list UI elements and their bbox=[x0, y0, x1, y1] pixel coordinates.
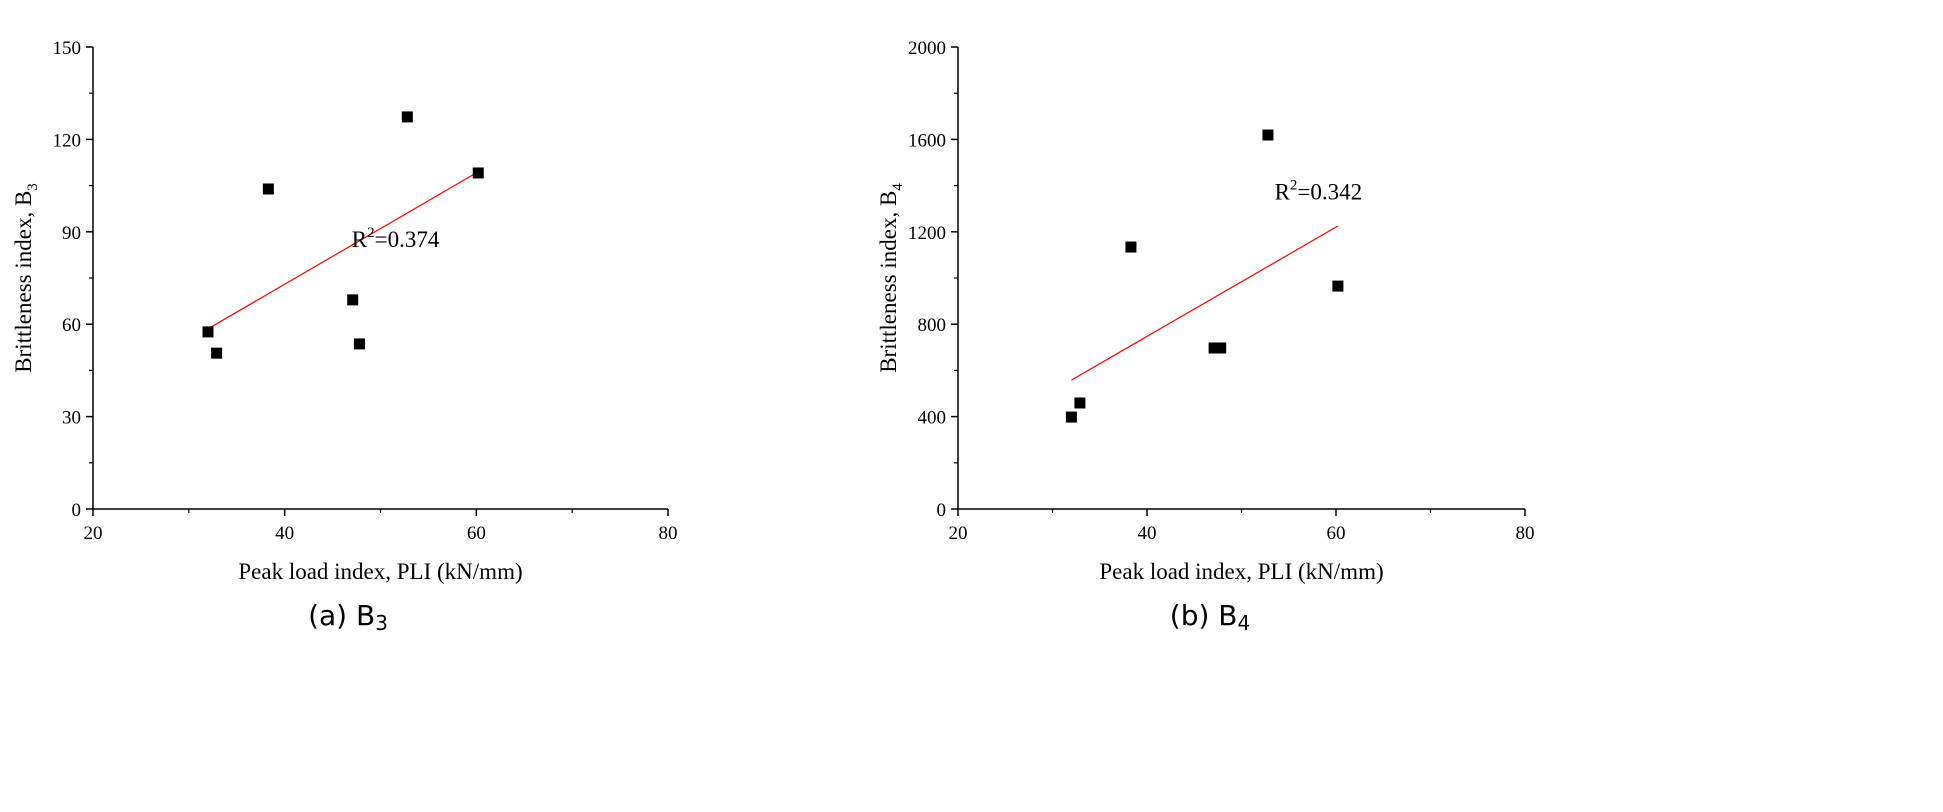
subfigure-caption: (b) B4 bbox=[1170, 599, 1250, 635]
caption-text: (a) B bbox=[308, 599, 375, 632]
data-point bbox=[401, 111, 413, 123]
data-point bbox=[1074, 397, 1086, 409]
x-tick-label: 80 bbox=[1516, 523, 1535, 544]
r-squared-value: =0.342 bbox=[1297, 179, 1362, 204]
x-tick-label: 20 bbox=[949, 523, 968, 544]
x-axis-label: Peak load index, PLI (kN/mm) bbox=[238, 559, 522, 584]
y-tick-label: 90 bbox=[62, 223, 81, 244]
data-point bbox=[1262, 129, 1274, 141]
data-point bbox=[1215, 342, 1227, 354]
data-point bbox=[353, 338, 365, 350]
y-tick-label: 400 bbox=[918, 408, 947, 429]
r-squared-annotation: R2=0.374 bbox=[352, 225, 440, 252]
y-tick-label: 30 bbox=[62, 408, 81, 429]
x-tick-label: 60 bbox=[1327, 523, 1346, 544]
fit-line bbox=[1071, 225, 1339, 381]
y-axis-label-subscript: 3 bbox=[25, 183, 41, 191]
x-tick-label: 40 bbox=[275, 523, 294, 544]
x-axis-label: Peak load index, PLI (kN/mm) bbox=[1099, 559, 1383, 584]
data-point bbox=[1125, 241, 1137, 253]
r-squared-annotation: R2=0.342 bbox=[1275, 177, 1363, 204]
fit-line bbox=[207, 171, 479, 330]
data-point bbox=[211, 347, 223, 359]
data-point bbox=[472, 167, 484, 179]
caption-subscript: 3 bbox=[375, 611, 388, 635]
data-point bbox=[202, 326, 214, 338]
y-tick-label: 800 bbox=[918, 315, 947, 336]
chart-a: 20 40 60 80 0 30 60 90 120 150 Peak load index, PL… bbox=[11, 38, 678, 635]
x-tick-label: 40 bbox=[1138, 523, 1157, 544]
y-axis-label-subscript: 4 bbox=[890, 183, 906, 191]
y-tick-label: 60 bbox=[62, 315, 81, 336]
y-tick-label: 1200 bbox=[908, 223, 946, 244]
x-tick-label: 80 bbox=[659, 523, 678, 544]
caption-text: (b) B bbox=[1170, 599, 1238, 632]
y-tick-label: 1600 bbox=[908, 130, 946, 151]
y-tick-label: 0 bbox=[937, 500, 947, 521]
r-squared-sup: 2 bbox=[1290, 177, 1298, 193]
y-tick-label: 2000 bbox=[908, 38, 946, 59]
x-tick-label: 60 bbox=[467, 523, 486, 544]
caption-subscript: 4 bbox=[1238, 611, 1251, 635]
data-point bbox=[262, 183, 274, 195]
y-tick-label: 0 bbox=[72, 500, 82, 521]
data-point bbox=[347, 294, 359, 306]
y-tick-label: 120 bbox=[53, 130, 82, 151]
y-axis-label: Brittleness index, B3 bbox=[11, 183, 41, 373]
data-point bbox=[1332, 280, 1344, 292]
r-squared-prefix: R bbox=[1275, 179, 1291, 204]
data-point bbox=[1065, 411, 1077, 423]
y-tick-label: 150 bbox=[53, 38, 82, 59]
r-squared-prefix: R bbox=[352, 227, 368, 252]
data-point bbox=[1208, 342, 1220, 354]
r-squared-value: =0.374 bbox=[375, 227, 440, 252]
subfigure-caption: (a) B3 bbox=[308, 599, 388, 635]
r-squared-sup: 2 bbox=[367, 225, 375, 241]
x-tick-label: 20 bbox=[84, 523, 103, 544]
y-axis-label: Brittleness index, B4 bbox=[876, 183, 906, 373]
